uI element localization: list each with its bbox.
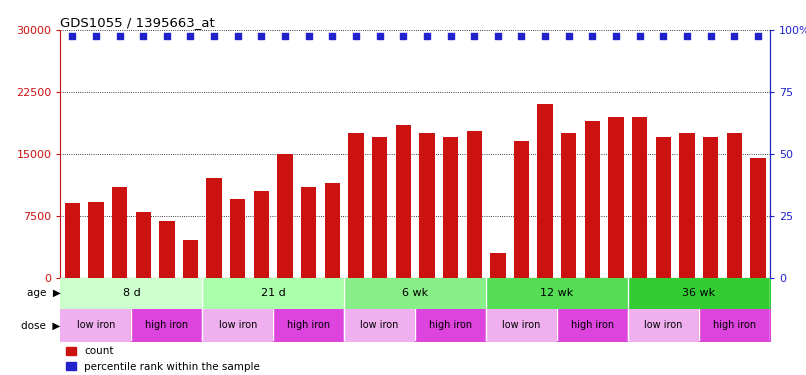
- Text: low iron: low iron: [218, 320, 257, 330]
- Text: 6 wk: 6 wk: [402, 288, 428, 298]
- Text: dose  ▶: dose ▶: [21, 320, 60, 330]
- Point: [751, 33, 764, 39]
- Bar: [325, 183, 340, 278]
- Point: [538, 33, 551, 39]
- Bar: [206, 178, 222, 278]
- Point: [397, 33, 409, 39]
- Text: high iron: high iron: [571, 320, 614, 330]
- Bar: [396, 125, 411, 278]
- Text: low iron: low iron: [360, 320, 399, 330]
- Bar: [183, 240, 198, 278]
- Bar: [632, 117, 647, 278]
- Bar: [609, 117, 624, 278]
- Bar: [584, 121, 600, 278]
- Point: [279, 33, 292, 39]
- Point: [609, 33, 622, 39]
- Point: [160, 33, 173, 39]
- Point: [492, 33, 505, 39]
- Text: 21 d: 21 d: [261, 288, 285, 298]
- Text: 12 wk: 12 wk: [540, 288, 574, 298]
- Point: [444, 33, 457, 39]
- Bar: [88, 202, 104, 278]
- Bar: [112, 187, 127, 278]
- Point: [326, 33, 339, 39]
- Point: [255, 33, 268, 39]
- Point: [515, 33, 528, 39]
- Point: [350, 33, 363, 39]
- Bar: [135, 211, 151, 278]
- Bar: [561, 133, 576, 278]
- Bar: [655, 137, 671, 278]
- Text: low iron: low iron: [77, 320, 115, 330]
- Point: [704, 33, 717, 39]
- Text: 8 d: 8 d: [123, 288, 140, 298]
- Bar: [750, 158, 766, 278]
- Bar: [467, 130, 482, 278]
- Text: low iron: low iron: [644, 320, 683, 330]
- Text: low iron: low iron: [502, 320, 541, 330]
- Bar: [348, 133, 364, 278]
- Text: high iron: high iron: [145, 320, 189, 330]
- Bar: [277, 154, 293, 278]
- Bar: [159, 221, 175, 278]
- Point: [634, 33, 646, 39]
- Bar: [726, 133, 742, 278]
- Point: [586, 33, 599, 39]
- Point: [302, 33, 315, 39]
- Point: [728, 33, 741, 39]
- Point: [113, 33, 126, 39]
- Point: [373, 33, 386, 39]
- Point: [66, 33, 79, 39]
- Text: high iron: high iron: [713, 320, 756, 330]
- Point: [563, 33, 575, 39]
- Legend: count, percentile rank within the sample: count, percentile rank within the sample: [65, 346, 260, 372]
- Bar: [230, 199, 246, 278]
- Bar: [703, 137, 718, 278]
- Bar: [372, 137, 388, 278]
- Bar: [538, 104, 553, 278]
- Bar: [442, 137, 459, 278]
- Bar: [301, 187, 317, 278]
- Point: [208, 33, 221, 39]
- Point: [184, 33, 197, 39]
- Bar: [513, 141, 530, 278]
- Point: [467, 33, 480, 39]
- Bar: [64, 203, 80, 278]
- Text: high iron: high iron: [287, 320, 330, 330]
- Point: [680, 33, 693, 39]
- Bar: [419, 133, 434, 278]
- Bar: [679, 133, 695, 278]
- Text: age  ▶: age ▶: [27, 288, 60, 298]
- Point: [421, 33, 434, 39]
- Text: high iron: high iron: [429, 320, 472, 330]
- Point: [657, 33, 670, 39]
- Text: 36 wk: 36 wk: [682, 288, 716, 298]
- Point: [89, 33, 102, 39]
- Bar: [490, 253, 505, 278]
- Point: [137, 33, 150, 39]
- Point: [231, 33, 244, 39]
- Bar: [254, 191, 269, 278]
- Text: GDS1055 / 1395663_at: GDS1055 / 1395663_at: [60, 16, 215, 29]
